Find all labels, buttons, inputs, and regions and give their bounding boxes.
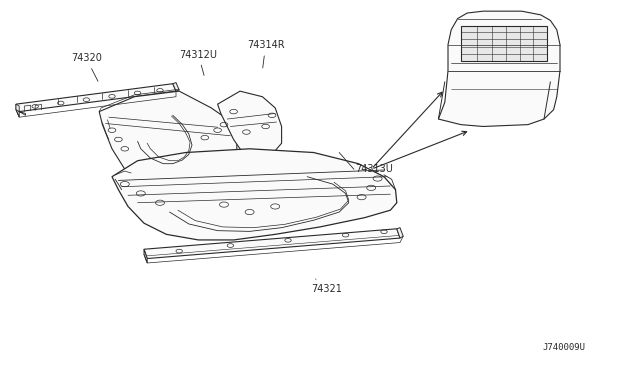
Text: 74312U: 74312U	[179, 49, 218, 76]
Polygon shape	[397, 228, 403, 238]
Polygon shape	[144, 249, 147, 263]
Text: 74320: 74320	[71, 53, 102, 81]
Polygon shape	[461, 26, 547, 61]
Polygon shape	[16, 104, 26, 115]
Text: 74314R: 74314R	[247, 40, 284, 68]
Polygon shape	[16, 84, 176, 112]
Polygon shape	[99, 91, 237, 179]
Polygon shape	[438, 11, 560, 126]
Text: 74313U: 74313U	[355, 164, 393, 174]
Polygon shape	[112, 149, 397, 240]
Polygon shape	[16, 104, 19, 117]
Text: J740009U: J740009U	[543, 343, 586, 352]
Polygon shape	[218, 91, 282, 154]
Text: 74321: 74321	[311, 279, 342, 294]
Polygon shape	[173, 83, 179, 91]
Polygon shape	[144, 229, 400, 259]
